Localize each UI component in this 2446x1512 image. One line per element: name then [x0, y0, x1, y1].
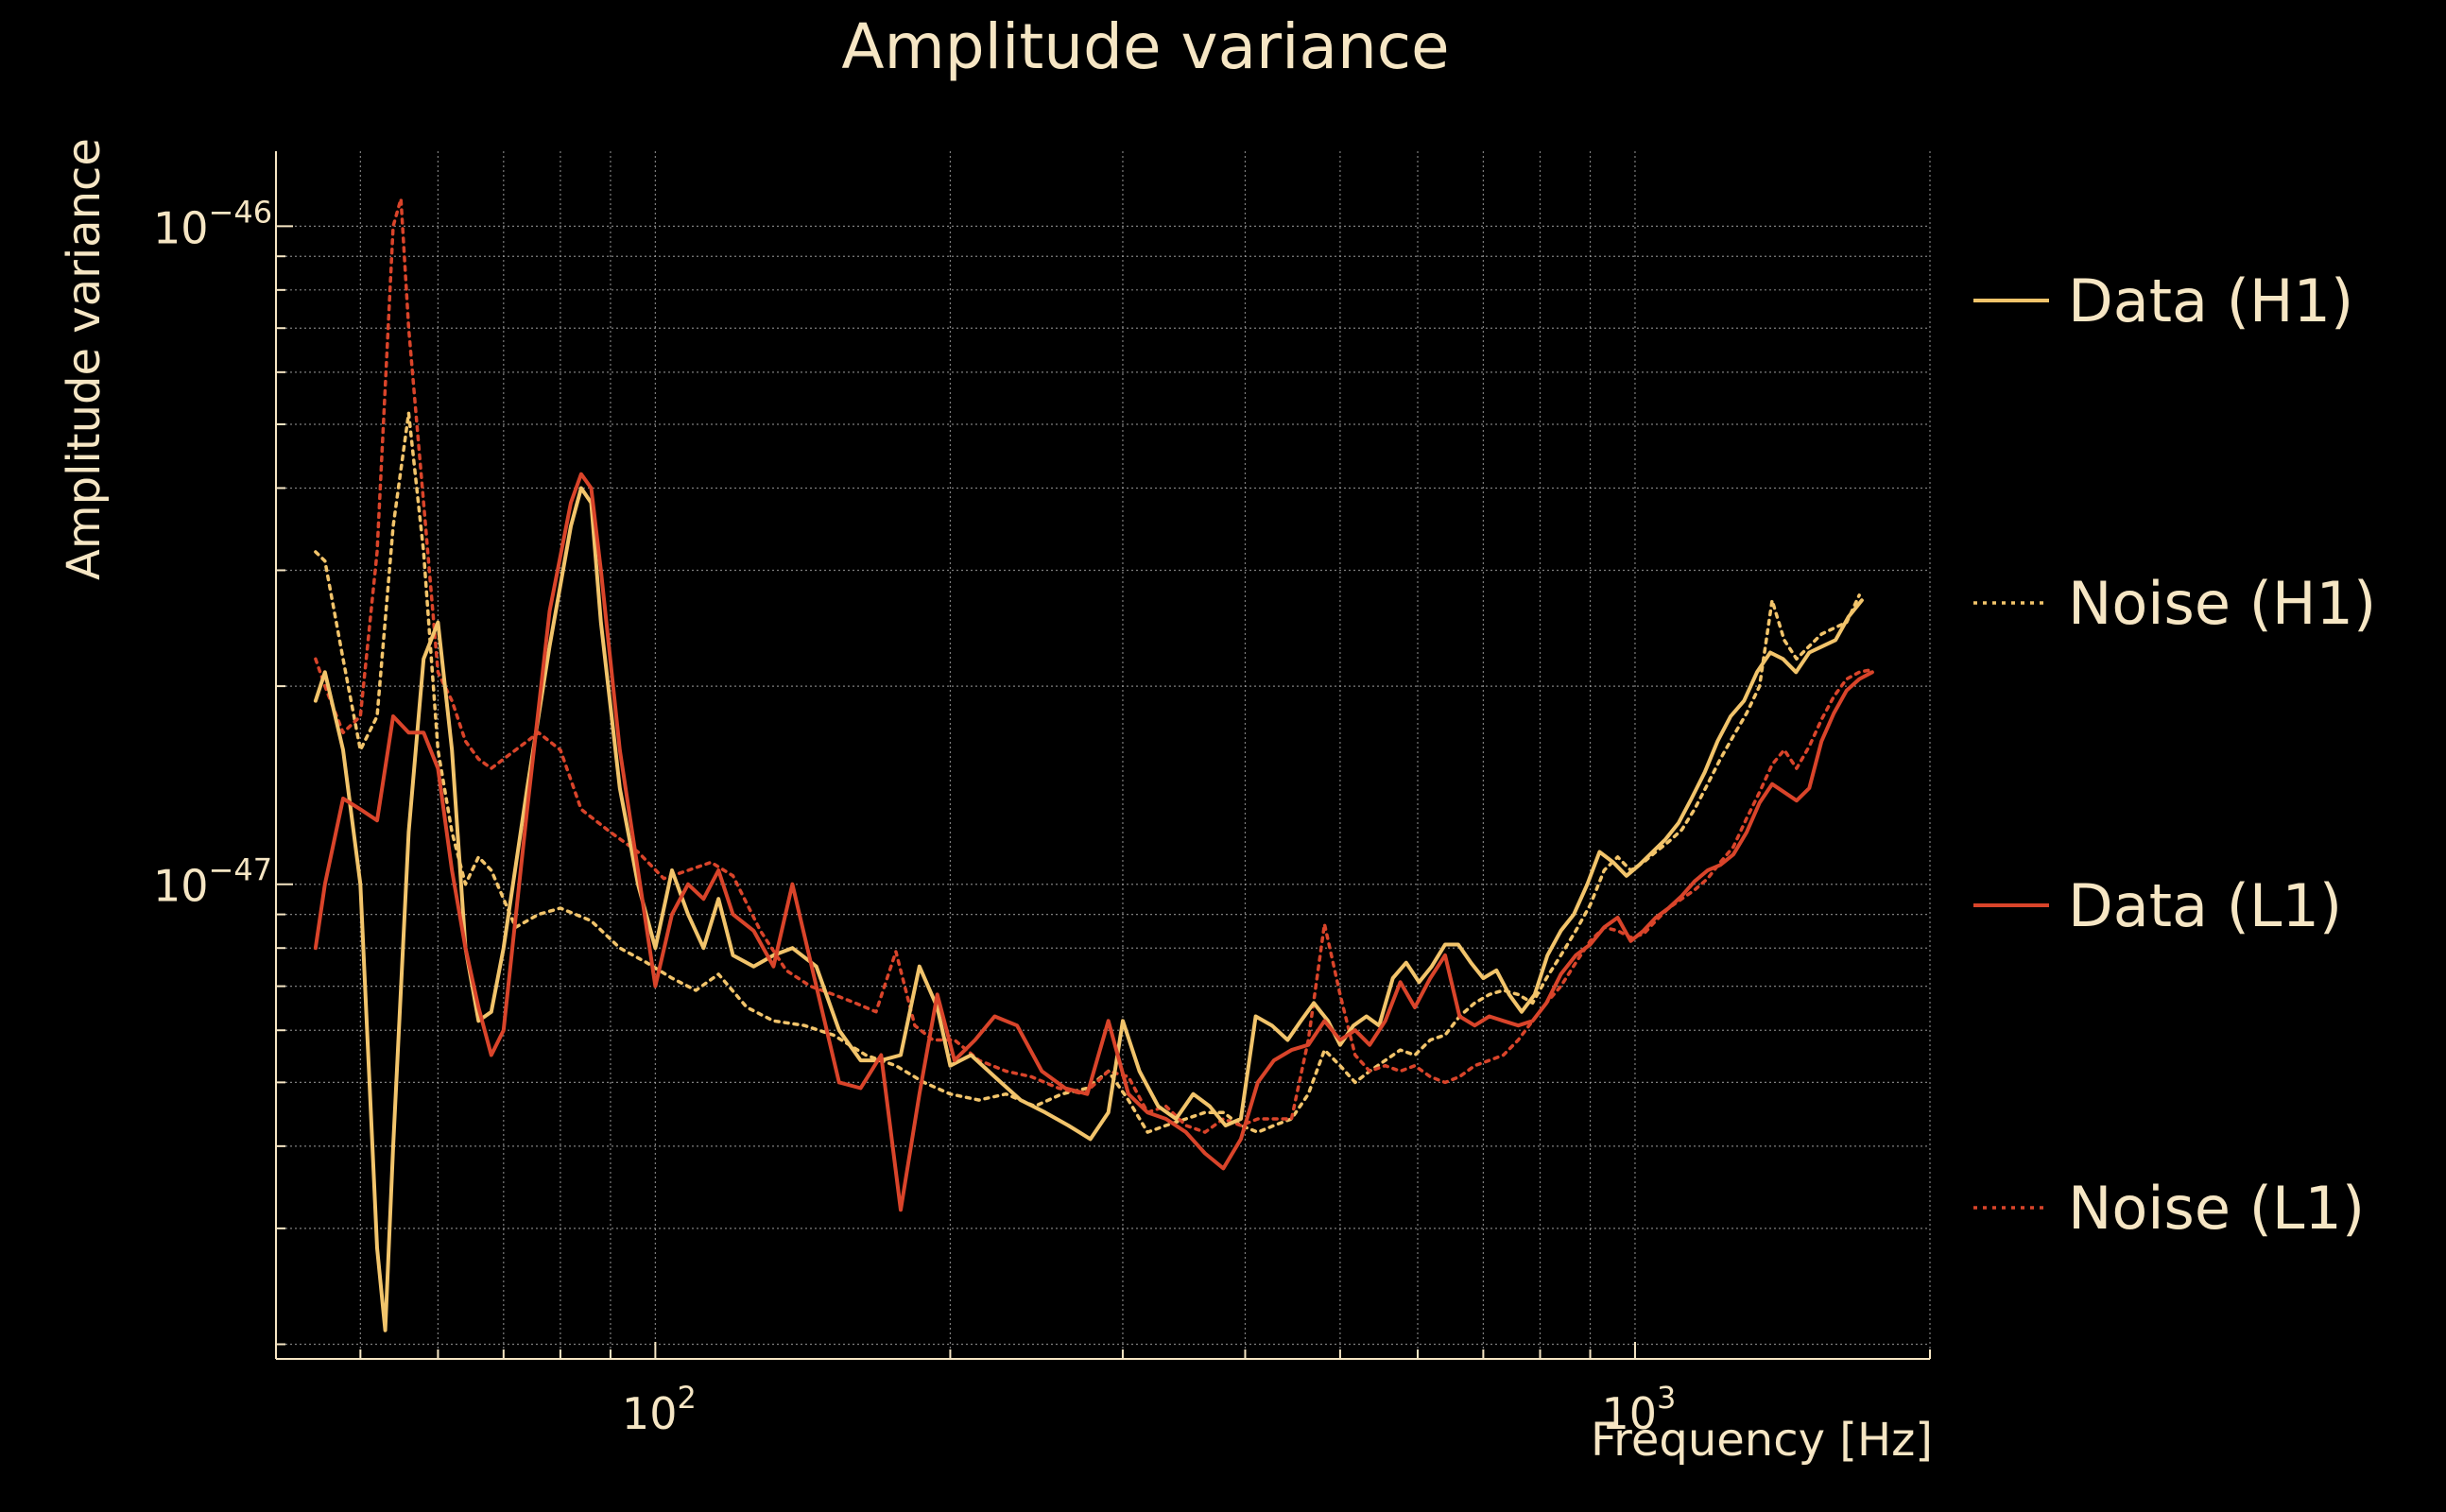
- legend-label: Noise (H1): [2068, 569, 2376, 638]
- series-line-data-l1: [313, 472, 1874, 1212]
- axes: [275, 151, 1930, 1360]
- x-tick-label: 103: [1602, 1380, 1677, 1439]
- series-line-data-h1: [313, 486, 1864, 1332]
- x-ticks: 102 103: [359, 1342, 1931, 1439]
- legend-label: Data (L1): [2068, 871, 2342, 940]
- series-line-noise-h1: [314, 411, 1861, 1134]
- y-ticks: 10−46 10−47: [153, 194, 293, 1346]
- x-tick-label: 102: [622, 1380, 697, 1439]
- x-axis-label: Frequency [Hz]: [1591, 1414, 1933, 1467]
- legend-label: Data (H1): [2068, 266, 2353, 335]
- y-tick-label: 10−47: [153, 852, 272, 912]
- plot-series: [313, 197, 1874, 1332]
- y-axis-label: Amplitude variance: [58, 138, 111, 580]
- grid-lines: [276, 151, 1931, 1359]
- legend-label: Noise (L1): [2068, 1174, 2365, 1243]
- legend: Data (H1) Noise (H1) Data (L1) Noise (L1): [1973, 266, 2376, 1243]
- y-tick-label: 10−46: [153, 194, 272, 253]
- chart-title: Amplitude variance: [841, 10, 1449, 83]
